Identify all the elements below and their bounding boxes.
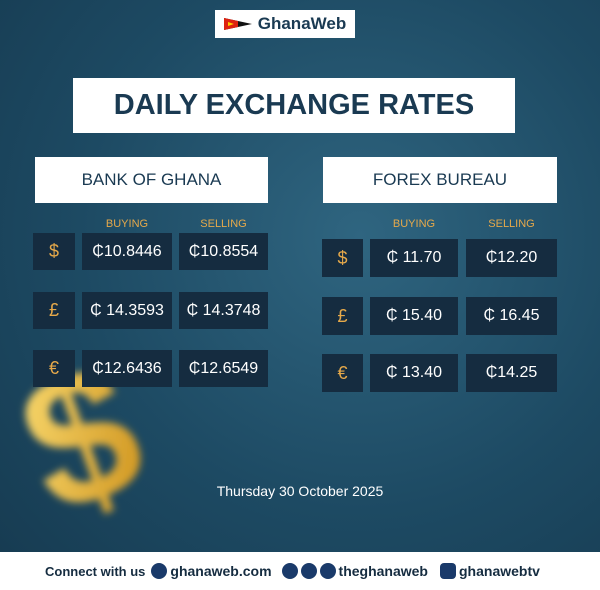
column-label: SELLING [488,218,535,230]
logo: GhanaWeb [215,10,355,38]
title: DAILY EXCHANGE RATES [73,78,515,133]
column-label: SELLING [200,218,247,230]
selling-rate: ₵ 16.45 [466,297,557,335]
buying-rate: ₵ 11.70 [370,239,458,277]
currency-symbol: $ [33,233,75,270]
buying-rate: ₵12.6436 [82,350,172,387]
column-label: BUYING [105,218,149,230]
footer-label: Connect with us [45,563,146,579]
selling-rate: ₵10.8554 [179,233,268,270]
currency-symbol: £ [33,292,75,329]
currency-symbol: € [33,350,75,387]
section-header: BANK OF GHANA [35,157,268,203]
selling-rate: ₵14.25 [466,354,557,392]
currency-symbol: € [322,354,363,392]
website[interactable]: ghanaweb.com [170,563,272,579]
social-handle[interactable]: theghanaweb [338,563,428,579]
date: Thursday 30 October 2025 [216,483,384,499]
selling-rate: ₵12.20 [466,239,557,277]
youtube-handle[interactable]: ghanawebtv [459,563,540,579]
buying-rate: ₵10.8446 [82,233,172,270]
column-label: BUYING [392,218,436,230]
buying-rate: ₵ 13.40 [370,354,458,392]
logo-text: GhanaWeb [257,14,347,33]
buying-rate: ₵ 15.40 [370,297,458,335]
selling-rate: ₵12.6549 [179,350,268,387]
selling-rate: ₵ 14.3748 [179,292,268,329]
currency-symbol: £ [322,297,363,335]
section-header: FOREX BUREAU [323,157,557,203]
currency-symbol: $ [322,239,363,277]
footer: Connect with us ghanaweb.com theghanaweb… [0,552,600,590]
buying-rate: ₵ 14.3593 [82,292,172,329]
